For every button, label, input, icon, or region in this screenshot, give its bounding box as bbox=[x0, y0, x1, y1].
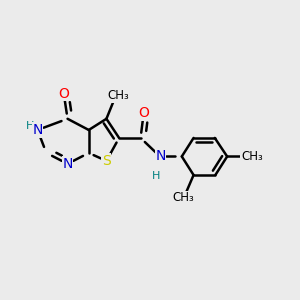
Text: H: H bbox=[26, 122, 34, 131]
Text: CH₃: CH₃ bbox=[172, 191, 194, 205]
Text: H: H bbox=[152, 171, 161, 181]
Text: N: N bbox=[32, 123, 43, 137]
Text: CH₃: CH₃ bbox=[107, 89, 129, 102]
Text: CH₃: CH₃ bbox=[241, 150, 263, 163]
Text: O: O bbox=[58, 87, 70, 101]
Text: O: O bbox=[139, 106, 149, 120]
Text: N: N bbox=[155, 149, 166, 164]
Text: N: N bbox=[62, 157, 73, 171]
Text: S: S bbox=[102, 154, 111, 168]
